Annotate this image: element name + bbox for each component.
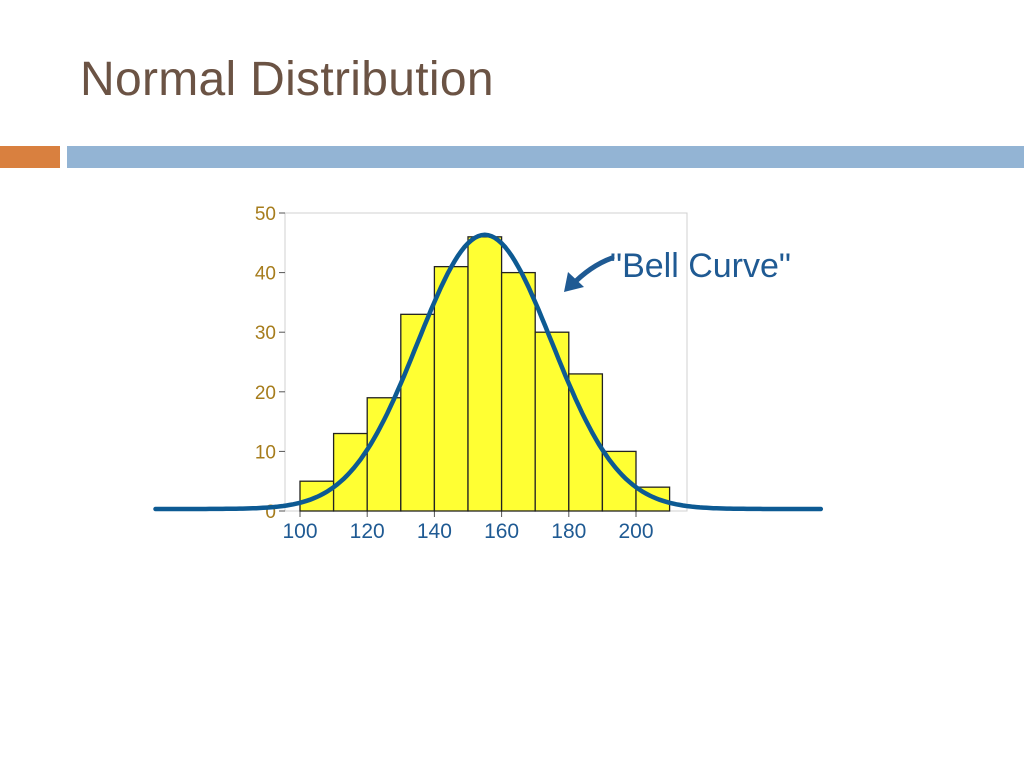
- y-axis: 0 10 20 30 40 50: [255, 204, 285, 523]
- histogram-bar-160: [500, 271, 536, 512]
- histogram-bar-150: [467, 236, 503, 512]
- bell-curve-line: [153, 232, 824, 512]
- y-tick-label: 20: [255, 383, 276, 404]
- accent-bar-orange: [0, 146, 60, 168]
- histogram-bar-140: [433, 265, 469, 512]
- y-tick-label: 10: [255, 442, 276, 463]
- y-tick-label: 40: [255, 264, 276, 285]
- annotation-arrowhead: [564, 272, 584, 292]
- histogram-bar-120: [366, 397, 402, 512]
- slide-title: Normal Distribution: [80, 53, 494, 106]
- annotation-label: "Bell Curve": [610, 247, 791, 285]
- x-tick-label: 180: [551, 520, 586, 543]
- x-tick-label: 140: [417, 520, 452, 543]
- x-tick-label: 120: [350, 520, 385, 543]
- annotation: "Bell Curve": [564, 247, 791, 292]
- y-tick-label: 30: [255, 323, 276, 344]
- x-tick-label: 200: [618, 520, 653, 543]
- accent-bar-blue: [67, 146, 1024, 168]
- y-tick-label: 50: [255, 204, 276, 225]
- x-axis: 100 120 140 160 180 200: [282, 511, 654, 543]
- y-tick-label: 0: [265, 502, 276, 523]
- histogram-bar-170: [534, 331, 570, 512]
- x-tick-label: 100: [282, 520, 317, 543]
- x-tick-label: 160: [484, 520, 519, 543]
